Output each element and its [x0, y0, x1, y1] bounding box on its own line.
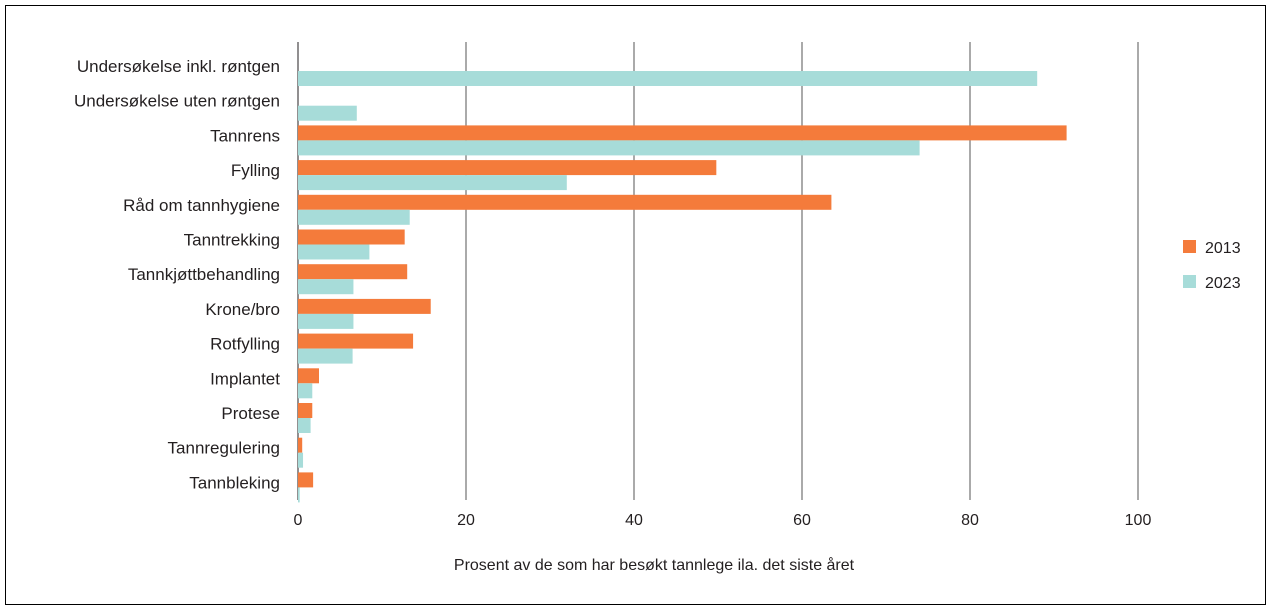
bar-2013: [298, 368, 319, 384]
grid-lines: [297, 42, 1139, 500]
category-label: Tanntrekking: [184, 231, 280, 250]
x-tick-label: 0: [294, 512, 303, 529]
x-tick-label: 20: [457, 512, 475, 529]
bar-2023: [298, 487, 300, 503]
bar-2023: [298, 105, 357, 121]
category-label: Tannregulering: [168, 439, 280, 458]
bar-2013: [298, 264, 408, 280]
bar-2023: [298, 140, 920, 156]
category-label: Fylling: [231, 161, 280, 180]
x-tick-label: 40: [625, 512, 643, 529]
bar-2023: [298, 418, 311, 433]
category-label: Krone/bro: [205, 300, 280, 319]
legend-label-2013: 2013: [1205, 240, 1241, 257]
legend: 2013 2023: [1183, 240, 1241, 292]
bar-2013: [298, 229, 405, 245]
category-label: Tannbleking: [189, 473, 280, 492]
bar-2023: [298, 452, 304, 468]
bar-2023: [298, 175, 567, 191]
legend-label-2023: 2023: [1205, 275, 1241, 292]
x-tick-label: 80: [961, 512, 979, 529]
bar-2023: [298, 348, 353, 364]
bar-2013: [298, 472, 314, 488]
category-label: Rotfylling: [210, 335, 280, 354]
bar-2013: [298, 403, 313, 418]
x-tick-labels: 0 20 40 60 80 100: [294, 512, 1152, 529]
bar-2023: [298, 383, 313, 399]
category-label: Protese: [221, 404, 280, 423]
category-label: Undersøkelse uten røntgen: [74, 92, 280, 111]
category-label: Råd om tannhygiene: [123, 196, 280, 215]
category-label: Tannkjøttbehandling: [128, 265, 280, 284]
category-label: Undersøkelse inkl. røntgen: [77, 57, 280, 76]
category-label: Tannrens: [210, 126, 280, 145]
legend-swatch-2023: [1183, 275, 1196, 288]
legend-swatch-2013: [1183, 240, 1196, 253]
bar-2013: [298, 160, 717, 176]
bar-2013: [298, 298, 431, 314]
x-tick-label: 100: [1125, 512, 1152, 529]
bar-2013: [298, 125, 1067, 141]
bar-2013: [298, 437, 303, 453]
bar-2023: [298, 209, 410, 225]
bar-2023: [298, 279, 354, 295]
category-label: Implantet: [210, 369, 280, 388]
bar-2023: [298, 71, 1038, 86]
x-axis-title: Prosent av de som har besøkt tannlege il…: [454, 556, 855, 574]
chart-frame: [5, 5, 1266, 605]
bar-2023: [298, 313, 354, 329]
bar-2013: [298, 194, 832, 210]
bars: [298, 71, 1067, 503]
bar-2013: [298, 333, 414, 349]
bar-2023: [298, 244, 370, 260]
x-tick-label: 60: [793, 512, 811, 529]
category-labels: Undersøkelse inkl. røntgen Undersøkelse u…: [74, 57, 280, 492]
